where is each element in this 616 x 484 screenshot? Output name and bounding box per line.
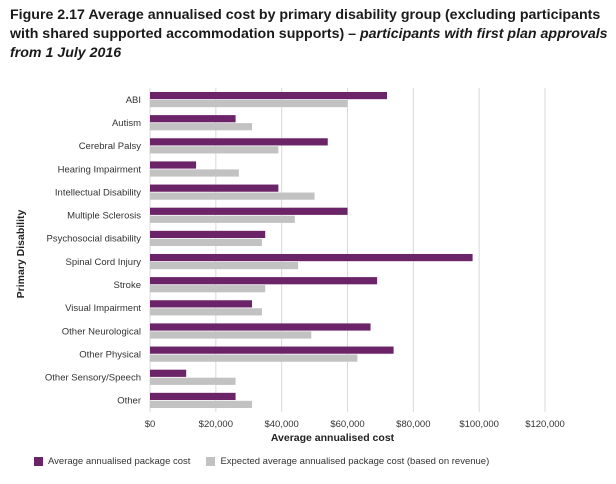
legend: Average annualised package cost Expected… (34, 456, 505, 467)
bar-actual-autism (150, 115, 236, 123)
bar-actual-cerebral-palsy (150, 138, 328, 146)
bar-expected-spinal-cord-injury (150, 261, 299, 270)
chart-title: Figure 2.17 Average annualised cost by p… (10, 6, 610, 63)
category-label-cerebral-palsy: Cerebral Palsy (79, 141, 142, 152)
x-tick-label-6: $120,000 (525, 419, 565, 430)
bar-expected-intellectual-disability (150, 192, 315, 200)
bar-expected-autism (150, 123, 253, 131)
chart-title-italic: participants with first plan approvals f… (10, 26, 608, 61)
bar-expected-stroke (150, 285, 266, 293)
bar-expected-cerebral-palsy (150, 146, 279, 154)
bar-expected-other (150, 400, 253, 409)
y-axis-label: Primary Disability (15, 209, 27, 298)
bar-expected-hearing-impairment (150, 169, 239, 177)
category-label-autism: Autism (112, 118, 141, 129)
x-tick-label-5: $100,000 (459, 419, 499, 430)
x-tick-label-2: $40,000 (264, 419, 298, 430)
bar-expected-other-sensory-speech (150, 377, 236, 385)
legend-item-expected: Expected average annualised package cost… (206, 456, 489, 467)
bar-actual-hearing-impairment (150, 161, 197, 169)
bar-actual-psychosocial-disability (150, 230, 266, 239)
x-tick-label-1: $20,000 (199, 419, 233, 430)
x-tick-label-0: $0 (145, 419, 156, 430)
category-label-intellectual-disability: Intellectual Disability (55, 187, 141, 198)
category-label-stroke: Stroke (114, 280, 141, 291)
x-tick-labels: $0 $20,000 $40,000 $60,000 $80,000 $100,000 $1… (145, 419, 565, 430)
legend-swatch-actual (34, 457, 43, 466)
legend-label-expected: Expected average annualised package cost… (220, 456, 490, 467)
bar-actual-other (150, 392, 236, 401)
bar-actual-stroke (150, 277, 378, 285)
category-label-psychosocial-disability: Psychosocial disability (46, 234, 141, 245)
category-label-multiple-sclerosis: Multiple Sclerosis (67, 211, 141, 222)
category-label-hearing-impairment: Hearing Impairment (58, 164, 142, 175)
bar-expected-other-physical (150, 354, 358, 362)
category-label-spinal-cord-injury: Spinal Cord Injury (65, 257, 141, 268)
legend-swatch-expected (206, 457, 216, 466)
category-label-other: Other (117, 396, 141, 407)
x-axis-label: Average annualised cost (271, 432, 395, 444)
category-label-abi: ABI (126, 95, 141, 106)
bar-actual-other-neurological (150, 323, 371, 331)
legend-item-actual: Average annualised package cost (34, 456, 190, 467)
bar-actual-other-sensory-speech (150, 369, 187, 377)
chart-title-main: Figure 2.17 Average annualised cost by p… (10, 7, 601, 42)
bar-expected-psychosocial-disability (150, 238, 262, 247)
x-tick-label-4: $80,000 (396, 419, 430, 430)
bar-expected-visual-impairment (150, 308, 262, 316)
category-label-other-physical: Other Physical (79, 349, 141, 360)
category-label-visual-impairment: Visual Impairment (65, 303, 141, 314)
category-label-other-sensory-speech: Other Sensory/Speech (45, 373, 141, 384)
legend-label-actual: Average annualised package cost (48, 456, 191, 467)
x-tick-label-3: $60,000 (330, 419, 364, 430)
bar-expected-abi (150, 99, 348, 108)
bar-actual-intellectual-disability (150, 184, 279, 192)
category-labels: ABI Autism Cerebral Palsy Hearing Impairmen… (45, 95, 141, 407)
bar-actual-spinal-cord-injury (150, 253, 473, 262)
bar-actual-other-physical (150, 346, 394, 354)
bar-expected-multiple-sclerosis (150, 215, 295, 223)
bar-actual-abi (150, 91, 387, 100)
bar-expected-other-neurological (150, 331, 312, 339)
bar-actual-visual-impairment (150, 300, 253, 308)
category-label-other-neurological: Other Neurological (62, 326, 141, 337)
bars (150, 91, 473, 409)
gridlines (149, 88, 546, 412)
bar-actual-multiple-sclerosis (150, 207, 348, 215)
